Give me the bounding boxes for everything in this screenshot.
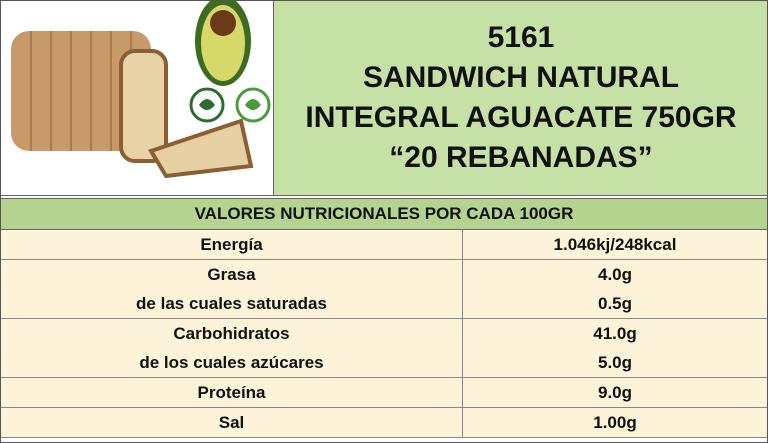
nutrient-label: Sal bbox=[218, 413, 245, 432]
nutrient-label: Carbohidratos bbox=[173, 324, 290, 343]
nutrient-cell: Grasa de las cuales saturadas bbox=[1, 260, 463, 318]
nutrient-cell: Carbohidratos de los cuales azúcares bbox=[1, 319, 463, 377]
nutrient-label: de los cuales azúcares bbox=[139, 353, 324, 372]
nutrient-value: 0.5g bbox=[597, 294, 633, 313]
table-row: Energía 1.046kj/248kcal bbox=[1, 230, 767, 260]
header-line: INTEGRAL AGUACATE 750GR bbox=[305, 101, 737, 134]
bread-slice bbox=[148, 118, 254, 179]
avocado-seed bbox=[210, 10, 236, 36]
nutrient-label: Energía bbox=[200, 235, 263, 254]
product-header: 5161 SANDWICH NATURAL INTEGRAL AGUACATE 75… bbox=[273, 1, 767, 195]
header-line: SANDWICH NATURAL bbox=[362, 61, 680, 94]
nutrition-table: Energía 1.046kj/248kcal Grasa de las cuales… bbox=[1, 230, 767, 438]
value-cell: 41.0g 5.0g bbox=[463, 319, 767, 377]
nutrient-value: 9.0g bbox=[597, 383, 633, 402]
nutrient-cell: Proteína bbox=[1, 378, 463, 407]
leaf-icon bbox=[245, 99, 261, 110]
value-cell: 9.0g bbox=[463, 378, 767, 407]
value-cell: 4.0g 0.5g bbox=[463, 260, 767, 318]
bread-face bbox=[119, 49, 168, 163]
table-row: Proteína 9.0g bbox=[1, 378, 767, 408]
header-line: “20 REBANADAS” bbox=[389, 141, 653, 174]
bread-loaf bbox=[11, 31, 151, 151]
table-row: Carbohidratos de los cuales azúcares 41.0g… bbox=[1, 319, 767, 378]
table-title: VALORES NUTRICIONALES POR CADA 100GR bbox=[1, 198, 767, 230]
table-row: Sal 1.00g bbox=[1, 408, 767, 438]
leaf-icon bbox=[199, 99, 215, 110]
product-photo bbox=[1, 1, 273, 195]
nutrient-value: 4.0g bbox=[597, 265, 633, 284]
nutrient-cell: Energía bbox=[1, 230, 463, 259]
top-section: 5161 SANDWICH NATURAL INTEGRAL AGUACATE 75… bbox=[1, 1, 767, 196]
nutrient-label: Proteína bbox=[197, 383, 266, 402]
value-cell: 1.00g bbox=[463, 408, 767, 437]
nutrient-label: de las cuales saturadas bbox=[136, 294, 327, 313]
nutrient-value: 1.00g bbox=[593, 413, 637, 432]
nutrient-cell: Sal bbox=[1, 408, 463, 437]
bread-slices bbox=[30, 31, 132, 151]
nutrient-value: 5.0g bbox=[597, 353, 633, 372]
nutrient-value: 1.046kj/248kcal bbox=[553, 235, 677, 254]
nutrient-value: 41.0g bbox=[593, 324, 637, 343]
table-row: Grasa de las cuales saturadas 4.0g 0.5g bbox=[1, 260, 767, 319]
header-line: 5161 bbox=[487, 21, 555, 54]
value-cell: 1.046kj/248kcal bbox=[463, 230, 767, 259]
nutrient-label: Grasa bbox=[207, 265, 256, 284]
